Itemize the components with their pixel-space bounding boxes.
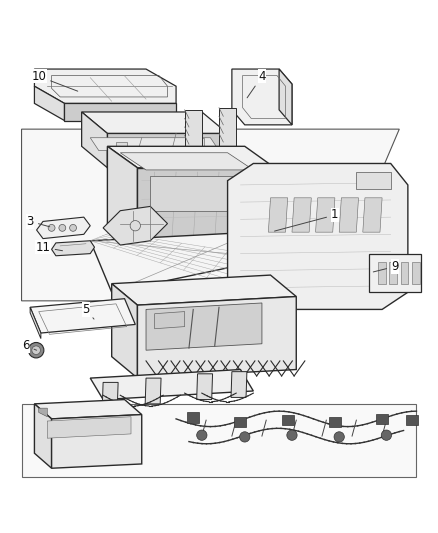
- Polygon shape: [35, 86, 64, 120]
- Polygon shape: [81, 112, 107, 168]
- Circle shape: [381, 430, 392, 440]
- Polygon shape: [138, 296, 296, 378]
- Polygon shape: [64, 103, 176, 120]
- Polygon shape: [52, 415, 142, 469]
- Polygon shape: [228, 164, 408, 310]
- Circle shape: [28, 343, 44, 358]
- Circle shape: [287, 430, 297, 440]
- Text: 4: 4: [247, 70, 266, 98]
- Polygon shape: [363, 198, 382, 232]
- Polygon shape: [187, 413, 199, 423]
- Polygon shape: [406, 415, 418, 425]
- Polygon shape: [369, 254, 421, 292]
- Polygon shape: [357, 172, 391, 189]
- Polygon shape: [146, 303, 262, 350]
- Circle shape: [197, 430, 207, 440]
- Polygon shape: [35, 404, 52, 469]
- Polygon shape: [90, 138, 219, 151]
- Polygon shape: [35, 400, 142, 419]
- Circle shape: [334, 432, 344, 442]
- Polygon shape: [138, 168, 275, 245]
- Polygon shape: [112, 284, 138, 378]
- Polygon shape: [378, 262, 385, 284]
- Polygon shape: [268, 198, 288, 232]
- Polygon shape: [185, 110, 202, 147]
- Text: 11: 11: [35, 241, 63, 254]
- Polygon shape: [30, 308, 41, 338]
- Polygon shape: [36, 217, 90, 239]
- Polygon shape: [107, 147, 138, 245]
- Polygon shape: [193, 138, 204, 149]
- Polygon shape: [231, 372, 247, 398]
- Circle shape: [130, 221, 141, 231]
- Polygon shape: [30, 298, 135, 333]
- Polygon shape: [21, 129, 399, 301]
- Text: 9: 9: [373, 260, 399, 273]
- Polygon shape: [103, 206, 167, 245]
- Text: 10: 10: [31, 70, 78, 91]
- Polygon shape: [155, 312, 185, 329]
- Polygon shape: [47, 417, 131, 438]
- Polygon shape: [292, 198, 311, 232]
- Circle shape: [32, 346, 40, 354]
- Text: 6: 6: [22, 340, 36, 352]
- Polygon shape: [52, 241, 95, 256]
- Polygon shape: [412, 262, 420, 284]
- Polygon shape: [90, 232, 275, 292]
- Polygon shape: [81, 112, 228, 133]
- Circle shape: [70, 224, 77, 231]
- Polygon shape: [329, 417, 341, 427]
- Polygon shape: [145, 378, 161, 404]
- Polygon shape: [120, 153, 253, 170]
- Polygon shape: [150, 176, 253, 211]
- Polygon shape: [107, 147, 275, 168]
- Polygon shape: [339, 198, 358, 232]
- Polygon shape: [401, 262, 409, 284]
- Polygon shape: [279, 69, 292, 125]
- Polygon shape: [234, 417, 247, 427]
- Polygon shape: [116, 142, 127, 153]
- Polygon shape: [35, 69, 176, 103]
- Polygon shape: [232, 69, 292, 125]
- Polygon shape: [376, 414, 388, 424]
- Circle shape: [59, 224, 66, 231]
- Polygon shape: [39, 408, 47, 417]
- Polygon shape: [112, 275, 296, 305]
- Text: 1: 1: [275, 208, 339, 231]
- Circle shape: [48, 224, 55, 231]
- Polygon shape: [102, 382, 118, 408]
- Polygon shape: [197, 374, 212, 400]
- Polygon shape: [389, 262, 397, 284]
- Text: 3: 3: [26, 215, 50, 228]
- Polygon shape: [315, 198, 335, 232]
- Polygon shape: [219, 108, 236, 147]
- Circle shape: [240, 432, 250, 442]
- Polygon shape: [90, 369, 253, 400]
- Polygon shape: [21, 404, 417, 477]
- Text: 5: 5: [82, 303, 94, 319]
- Polygon shape: [107, 133, 228, 168]
- Polygon shape: [282, 415, 294, 425]
